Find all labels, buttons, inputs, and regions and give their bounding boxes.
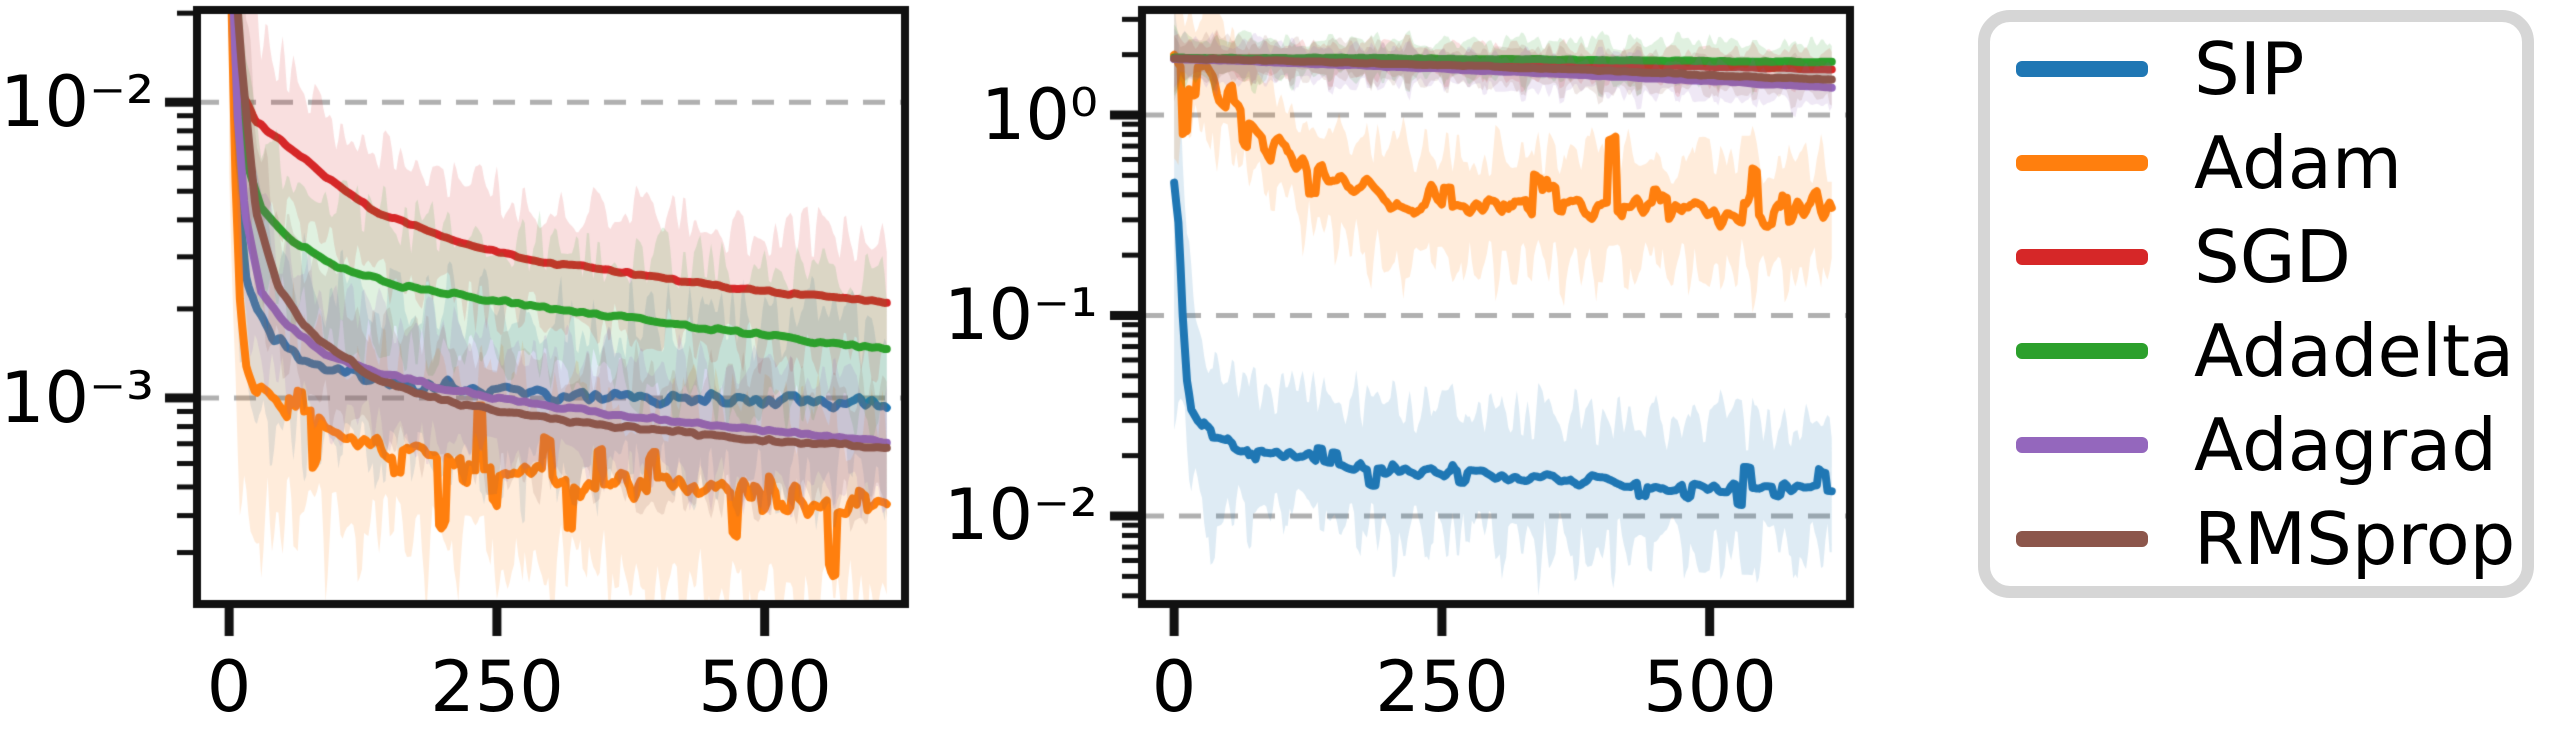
adagrad-line-swatch [2016,437,2148,453]
adadelta-line-swatch [2016,343,2148,359]
legend-label-adam: Adam [2194,121,2402,205]
legend-entry-adam: Adam [1990,127,2522,199]
legend-entry-adadelta: Adadelta [1990,315,2522,387]
sgd-line-swatch [2016,249,2148,265]
legend-label-sip: SIP [2194,27,2305,111]
legend-label-adadelta: Adadelta [2194,309,2515,393]
sip-line-swatch [2016,61,2148,77]
legend-label-sgd: SGD [2194,215,2351,299]
right-plot-area [1142,10,1850,604]
legend-entry-sgd: SGD [1990,221,2522,293]
rmsprop-line-swatch [2016,531,2148,547]
legend: SIP Adam SGD Adadelta Adagrad RMSprop [1978,10,2534,598]
legend-label-rmsprop: RMSprop [2194,497,2516,581]
legend-entry-sip: SIP [1990,33,2522,105]
legend-entry-adagrad: Adagrad [1990,409,2522,481]
adam-line-swatch [2016,155,2148,171]
legend-label-adagrad: Adagrad [2194,403,2497,487]
left-plot-area [197,10,905,604]
legend-entry-rmsprop: RMSprop [1990,503,2522,575]
